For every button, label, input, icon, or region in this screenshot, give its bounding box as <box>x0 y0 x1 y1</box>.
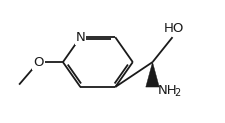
Text: N: N <box>75 31 85 44</box>
Text: 2: 2 <box>174 88 180 98</box>
Polygon shape <box>145 62 159 87</box>
Text: O: O <box>33 56 43 69</box>
Text: HO: HO <box>163 22 183 35</box>
Text: NH: NH <box>157 84 176 97</box>
